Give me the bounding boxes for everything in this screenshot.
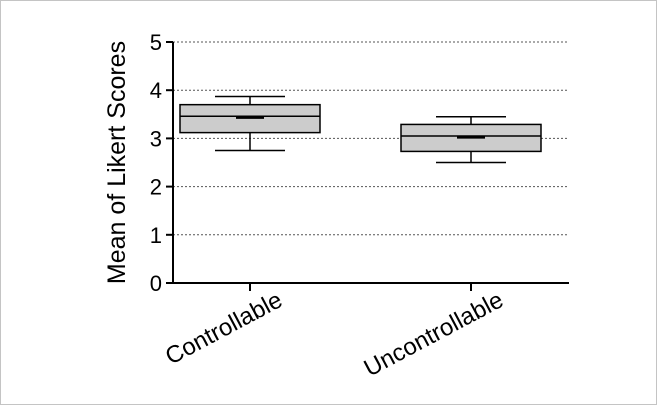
boxes (179, 95, 542, 164)
y-tick-label: 0 (150, 271, 162, 296)
y-axis-label: Mean of Likert Scores (103, 41, 131, 284)
x-tick-label: Uncontrollable (360, 286, 508, 382)
y-tick-label: 1 (150, 223, 162, 248)
y-tick-label: 4 (150, 78, 162, 103)
x-tick-labels: Controllable Uncontrollable (161, 283, 508, 382)
grid-lines (173, 41, 569, 236)
y-tick-label: 5 (150, 30, 162, 55)
axes (172, 42, 569, 284)
interquartile-box (179, 103, 321, 134)
y-tick-label: 3 (150, 126, 162, 151)
y-tick-labels: 0 1 2 3 4 5 (150, 30, 173, 296)
box-controllable (179, 95, 321, 152)
y-tick-label: 2 (150, 175, 162, 200)
box-uncontrollable (400, 115, 542, 164)
x-tick-label: Controllable (161, 286, 287, 370)
